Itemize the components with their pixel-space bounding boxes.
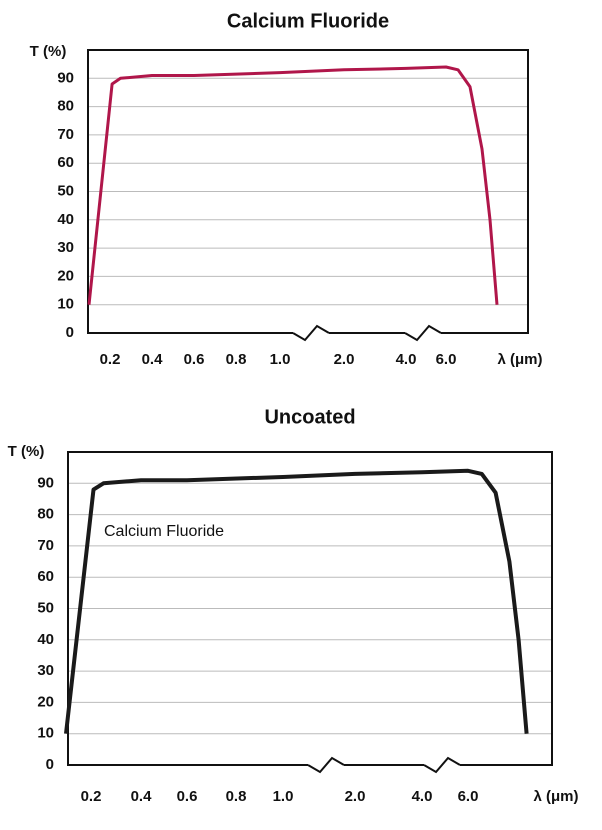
x-tick-label: 0.6 [177,788,198,805]
x-tick-label: 1.0 [270,351,291,368]
x-tick-label: 4.0 [412,788,433,805]
x-tick-label: 2.0 [334,351,355,368]
y-tick-label: 30 [57,239,74,256]
y-tick-label: 40 [57,211,74,228]
x-tick-label: 2.0 [345,788,366,805]
x-tick-label: 0.2 [100,351,121,368]
y-tick-label: 60 [37,568,54,585]
y-tick-label: 50 [37,599,54,616]
y-tick-label: 0 [46,756,54,773]
y-tick-label: 20 [57,267,74,284]
y-tick-label: 80 [57,98,74,115]
x-axis-label: λ (μm) [533,788,578,805]
y-tick-label: 10 [57,296,74,313]
y-axis-label: T (%) [8,443,45,460]
chart-title: Calcium Fluoride [227,10,389,32]
x-tick-label: 0.8 [226,351,247,368]
y-tick-label: 90 [37,474,54,491]
axis-break [292,324,330,342]
x-tick-label: 4.0 [396,351,417,368]
y-tick-label: 20 [37,693,54,710]
x-tick-label: 0.2 [81,788,102,805]
x-tick-label: 0.4 [142,351,164,368]
x-tick-label: 0.4 [131,788,153,805]
y-tick-label: 80 [37,506,54,523]
y-tick-label: 70 [37,537,54,554]
x-tick-label: 0.6 [184,351,205,368]
x-tick-label: 1.0 [273,788,294,805]
x-axis-label: λ (μm) [497,351,542,368]
y-tick-label: 40 [37,631,54,648]
x-tick-label: 0.8 [226,788,247,805]
chart-title: Uncoated [264,406,355,428]
y-tick-label: 70 [57,126,74,143]
data-line [64,468,529,734]
x-tick-label: 6.0 [458,788,479,805]
y-tick-label: 30 [37,662,54,679]
axis-break [404,324,442,342]
axis-break [423,756,461,774]
axis-break [307,756,345,774]
y-tick-label: 0 [66,324,74,341]
x-tick-label: 6.0 [436,351,457,368]
data-line [87,65,499,305]
y-tick-label: 10 [37,725,54,742]
y-axis-label: T (%) [30,43,67,60]
annotation: Calcium Fluoride [104,523,224,540]
y-tick-label: 60 [57,154,74,171]
y-tick-label: 50 [57,182,74,199]
y-tick-label: 90 [57,69,74,86]
